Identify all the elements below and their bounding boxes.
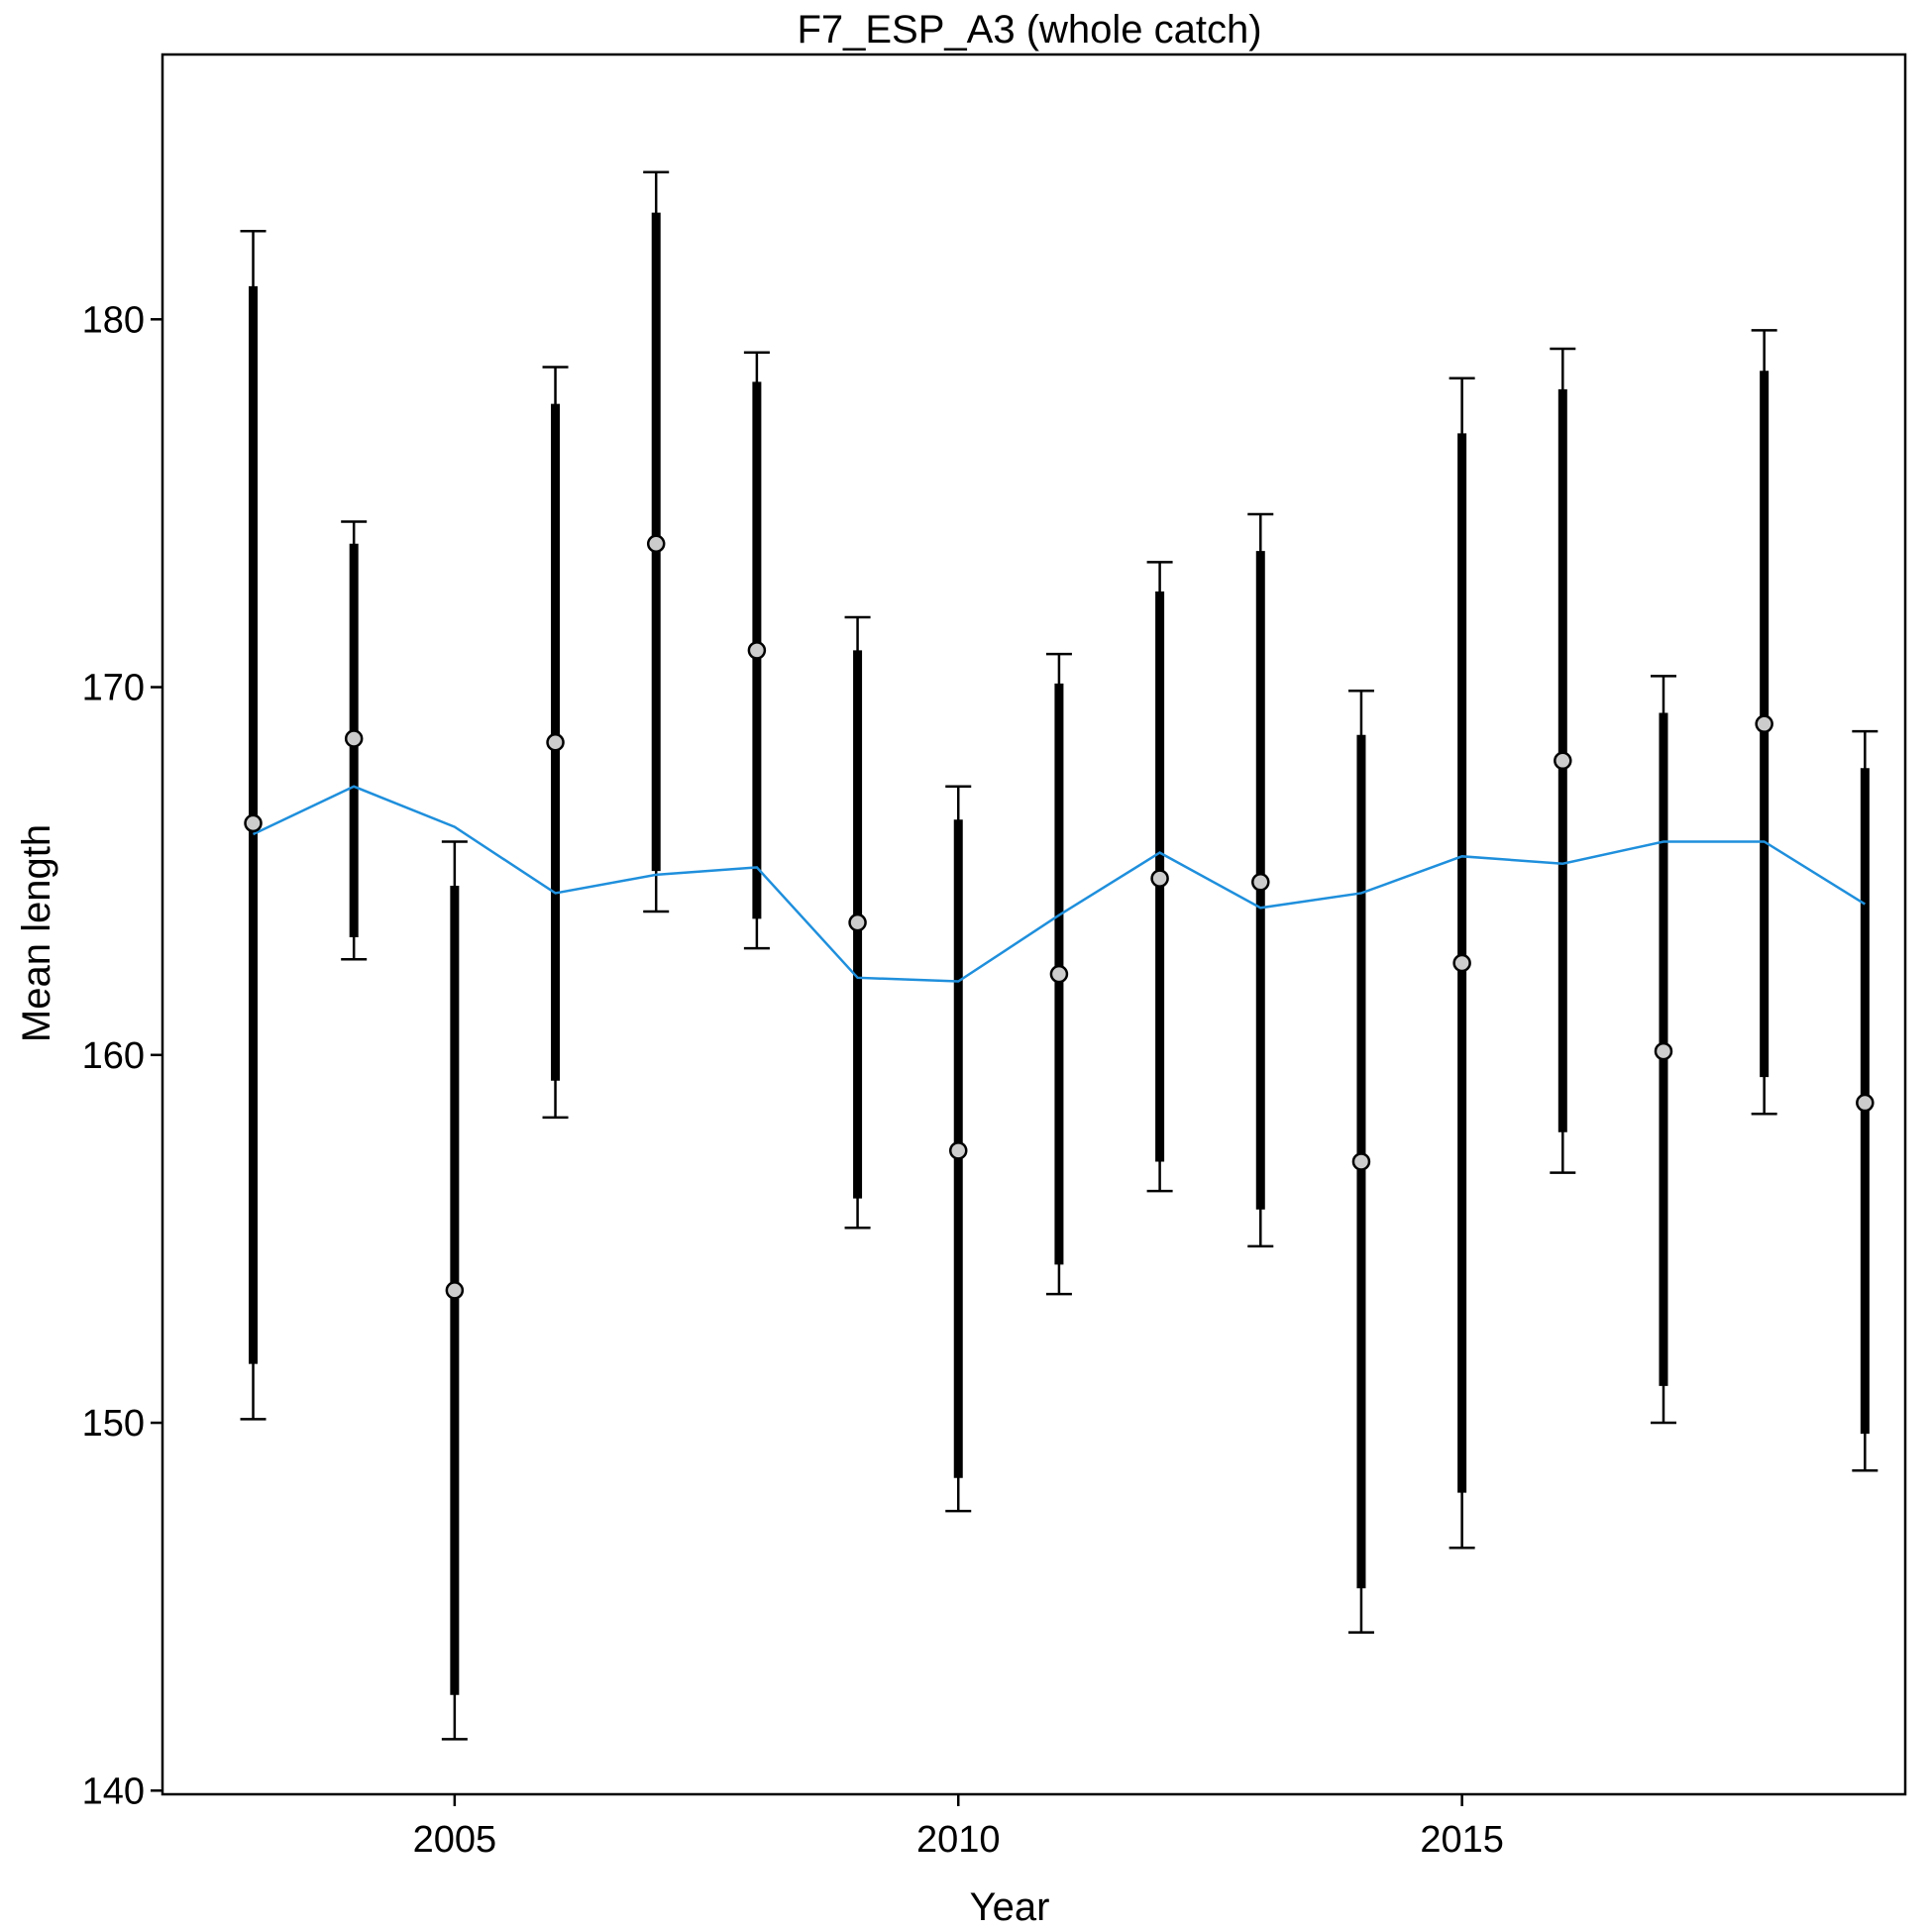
point-2007: [646, 534, 666, 554]
point-2019: [1856, 1093, 1875, 1113]
y-tick-label-140: 140: [82, 1771, 145, 1812]
point-2017: [1654, 1041, 1673, 1061]
y-tick-label-150: 150: [82, 1403, 145, 1445]
x-axis-label: Year: [970, 1885, 1050, 1929]
point-2012: [1150, 869, 1169, 888]
point-2015: [1452, 953, 1471, 973]
point-2013: [1251, 873, 1270, 892]
expected-mean-line: [252, 785, 1866, 983]
y-tick-label-180: 180: [82, 299, 145, 341]
y-tick-label-170: 170: [82, 668, 145, 709]
plot-frame: [161, 53, 1907, 1796]
point-2005: [445, 1281, 465, 1300]
y-axis-label: Mean length: [15, 824, 58, 1042]
point-2018: [1755, 714, 1773, 733]
x-tick-label-2005: 2005: [413, 1819, 497, 1861]
point-2004: [344, 729, 364, 748]
point-2003: [244, 813, 263, 833]
point-2010: [948, 1141, 968, 1160]
x-tick-label-2015: 2015: [1420, 1819, 1504, 1861]
point-2011: [1049, 964, 1069, 984]
point-2016: [1554, 751, 1572, 771]
point-2008: [747, 641, 767, 660]
point-2014: [1351, 1152, 1371, 1171]
y-tick-label-160: 160: [82, 1035, 145, 1077]
chart-title: F7_ESP_A3 (whole catch): [797, 8, 1261, 52]
x-tick-label-2010: 2010: [916, 1819, 1001, 1861]
point-2009: [848, 912, 867, 932]
point-2006: [546, 732, 565, 752]
